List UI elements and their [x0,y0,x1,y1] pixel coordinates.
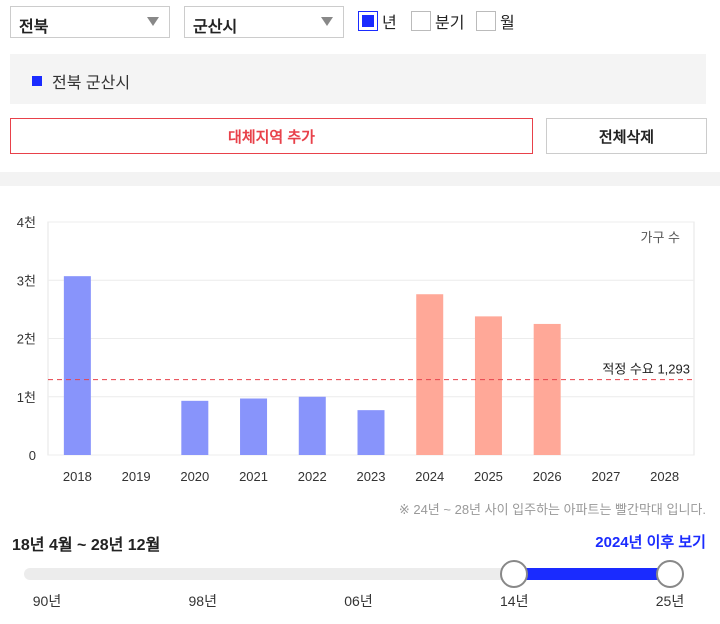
x-tick-label: 2020 [180,469,209,484]
x-tick-label: 2027 [591,469,620,484]
x-tick-label: 2024 [415,469,444,484]
bar-2023 [357,410,385,455]
chart-note: ※ 24년 ~ 28년 사이 입주하는 아파트는 빨간막대 입니다. [398,502,706,517]
x-tick-label: 2018 [63,469,92,484]
bar-2018 [63,276,91,455]
x-tick-label: 2022 [298,469,327,484]
y-tick-label: 3천 [17,273,36,288]
range-tick-label: 98년 [188,593,217,609]
range-tick-label: 90년 [32,593,62,609]
view-after-2024-link[interactable]: 2024년 이후 보기 [595,534,706,551]
bar-2024 [416,294,444,455]
range-slider-fill [514,568,670,580]
range-tick-label: 06년 [344,593,373,609]
y-tick-label: 4천 [17,215,36,230]
region-select[interactable]: 전북 [10,6,170,38]
y-tick-label: 2천 [17,332,36,347]
section-divider [0,172,720,186]
bar-2022 [298,396,326,455]
period-year-label: 년 [382,15,397,32]
legend-square-icon [32,76,42,86]
period-month-checkbox[interactable]: 월 [476,10,515,32]
chevron-down-icon [147,17,159,26]
bar-2020 [181,400,209,455]
unit-label: 가구 수 [641,230,681,245]
x-tick-label: 2026 [533,469,562,484]
clear-all-button[interactable]: 전체삭제 [546,118,707,154]
chevron-down-icon [321,17,333,26]
checkbox-icon [358,11,378,31]
x-tick-label: 2019 [122,469,151,484]
bar-2021 [240,398,268,455]
supply-chart: 0 1천 2천 3천 4천 2018 2019 2020 2021 2022 2023 2024 202… [17,215,695,484]
range-start-handle[interactable] [500,560,529,588]
x-tick-label: 2023 [357,469,386,484]
x-tick-label: 2025 [474,469,503,484]
region-select-value: 전북 [19,19,49,36]
bar-2025 [474,316,502,455]
period-quarter-label: 분기 [435,15,465,32]
x-tick-label: 2028 [650,469,679,484]
period-year-checkbox[interactable]: 년 [358,10,397,32]
bar-2026 [533,323,561,455]
city-select[interactable]: 군산시 [184,6,344,38]
selected-regions-panel: 전북 군산시 [10,54,706,104]
range-tick-label: 14년 [500,593,529,609]
period-quarter-checkbox[interactable]: 분기 [411,10,464,32]
city-select-value: 군산시 [193,19,238,36]
period-month-label: 월 [500,15,515,32]
y-tick-label: 1천 [17,390,36,405]
range-label: 18년 4월 ~ 28년 12월 [12,537,161,554]
reference-line-label: 적정 수요 1,293 [602,362,690,377]
checkbox-icon [411,11,431,31]
selected-region-label: 전북 군산시 [52,75,131,92]
range-tick-label: 25년 [655,593,685,609]
add-alternative-region-button[interactable]: 대체지역 추가 [10,118,533,154]
y-tick-label: 0 [29,448,36,463]
range-end-handle[interactable] [656,560,684,588]
selected-region-item: 전북 군산시 [32,69,130,93]
checkbox-icon [476,11,496,31]
x-tick-label: 2021 [239,469,268,484]
